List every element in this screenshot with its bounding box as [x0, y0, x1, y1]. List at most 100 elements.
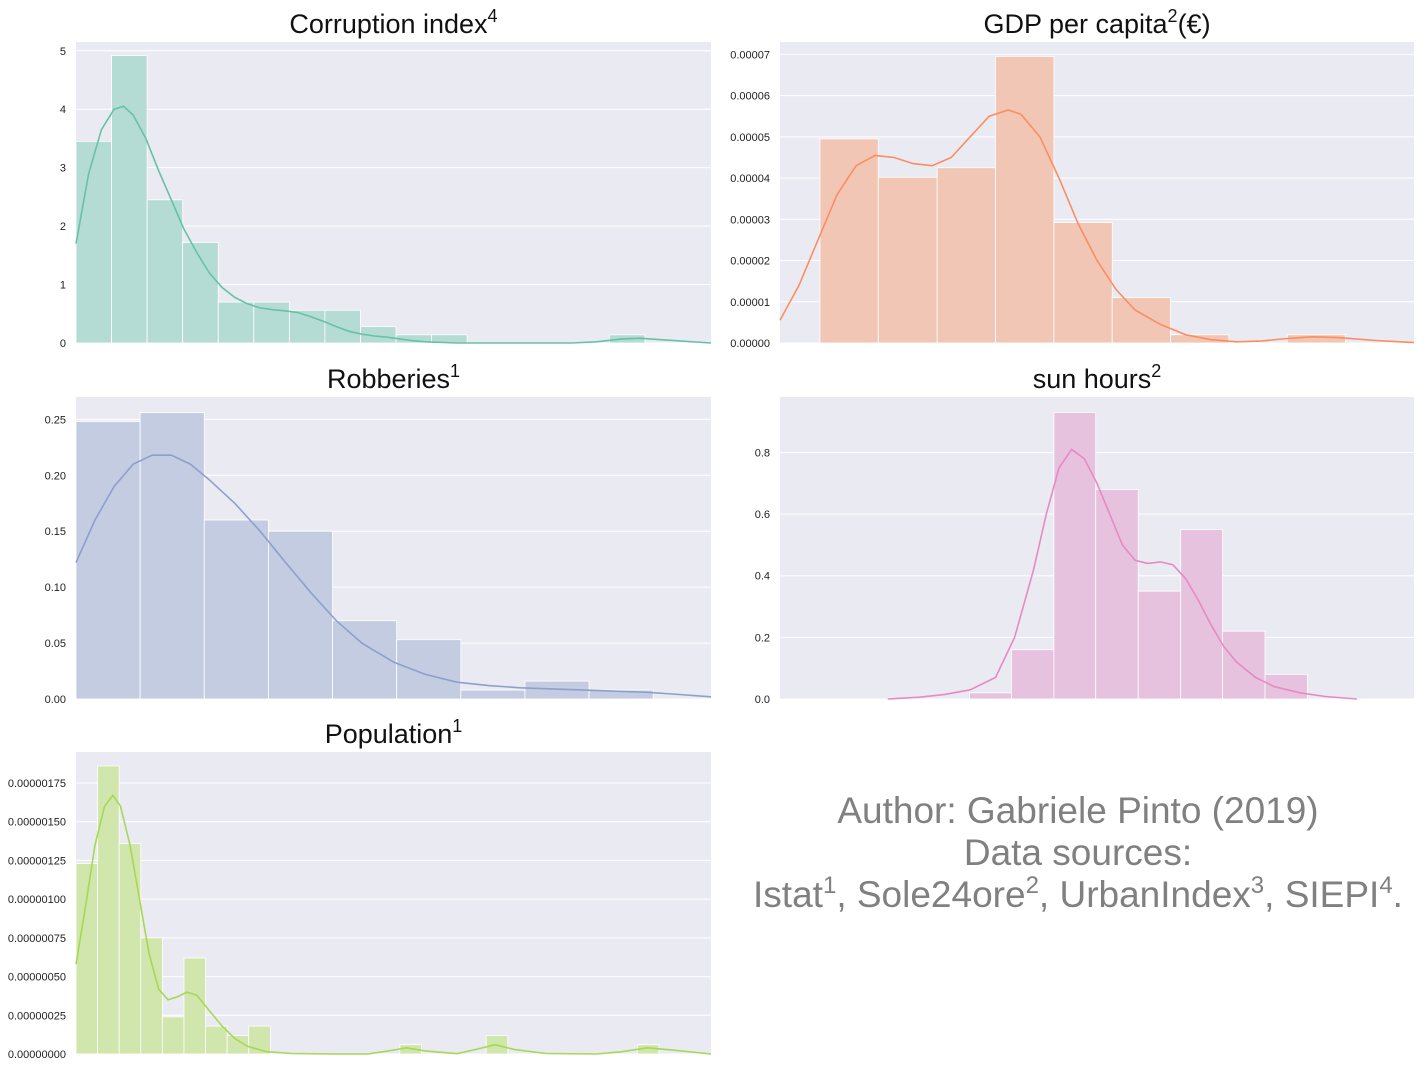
chart-title: GDP per capita2(€) — [983, 6, 1210, 39]
credits-source-ref-3: 4 — [1379, 872, 1393, 899]
y-tick-label: 0.05 — [45, 638, 66, 650]
credits-separator: , — [1038, 874, 1060, 915]
histogram-bar — [1011, 649, 1055, 700]
y-tick-label: 0.00000175 — [8, 778, 66, 790]
histogram-bar — [217, 301, 255, 344]
y-tick-label: 5 — [60, 46, 66, 58]
histogram-bar — [1111, 297, 1171, 344]
histogram-bar — [1222, 630, 1266, 700]
y-tick-label: 0.8 — [755, 447, 770, 459]
histogram-bar — [332, 620, 398, 700]
credits-source-ref-0: 1 — [822, 872, 837, 899]
histogram-bar — [183, 957, 206, 1055]
histogram-bar — [118, 842, 142, 1055]
histogram-bar — [324, 309, 361, 344]
histogram-bar — [877, 176, 938, 344]
chart-title-superscript: 1 — [450, 361, 460, 381]
kde-curve — [75, 105, 712, 344]
y-tick-label: 0.00006 — [730, 91, 770, 103]
histogram-bar — [75, 140, 112, 344]
y-tick-label: 0.00 — [45, 694, 66, 706]
y-tick-label: 0.00002 — [730, 256, 770, 268]
chart-title: sun hours2 — [1033, 361, 1162, 394]
plot-background — [76, 752, 711, 1054]
y-tick-label: 3 — [60, 163, 66, 175]
histogram-bar — [969, 692, 1012, 700]
chart-title: Corruption index4 — [289, 6, 497, 39]
credits-sources-list: Istat1, Sole24ore2, UrbanIndex3, SIEPI4. — [728, 874, 1428, 916]
credits-source-ref-2: 3 — [1250, 872, 1265, 899]
y-tick-label: 0.00000125 — [8, 855, 66, 867]
chart-title-superscript: 4 — [488, 6, 498, 26]
chart-title-text: Robberies — [327, 364, 450, 394]
credits-separator: . — [1392, 874, 1403, 915]
histogram-bar — [1264, 673, 1308, 700]
chart-title-superscript: 1 — [452, 716, 462, 736]
y-tick-label: 0.00005 — [730, 132, 770, 144]
kde-curve — [75, 454, 712, 698]
y-tick-label: 2 — [60, 221, 66, 233]
histogram-bar — [1053, 412, 1097, 700]
credits-source-0: Istat — [753, 874, 823, 915]
y-tick-label: 0.15 — [45, 526, 66, 538]
chart-panel-3: 0.0 0.2 0.4 0.6 0.8 sun hours2 — [755, 361, 1414, 706]
histogram-bar — [1095, 489, 1139, 700]
histogram-bar — [995, 56, 1055, 344]
y-tick-label: 0.00003 — [730, 214, 770, 226]
histogram-bar — [1170, 334, 1230, 344]
histogram-bar — [248, 1025, 271, 1055]
histogram-bar — [97, 765, 120, 1055]
kde-curve — [887, 448, 1357, 700]
chart-title-text: Population — [325, 719, 453, 749]
histogram-bar — [396, 639, 462, 700]
y-tick-label: 0.00000150 — [8, 817, 66, 829]
y-tick-label: 0.00000025 — [8, 1010, 66, 1022]
chart-panel-0: 0 1 2 3 4 5 Corruption index4 — [60, 6, 712, 350]
y-tick-label: 0.6 — [755, 509, 770, 521]
chart-panel-4: 0.00000000 0.00000025 0.00000050 0.00000075… — [8, 716, 712, 1061]
kde-curve — [779, 109, 1415, 344]
y-tick-label: 0.2 — [755, 632, 770, 644]
credits-source-1: Sole24ore — [856, 874, 1026, 915]
chart-panel-2: 0.00 0.05 0.10 0.15 0.20 0.25 Robberies1 — [45, 361, 712, 706]
chart-title-text: sun hours — [1033, 364, 1152, 394]
histogram-bar — [146, 199, 184, 344]
chart-title: Population1 — [325, 716, 463, 749]
y-tick-label: 0.00000100 — [8, 894, 66, 906]
y-tick-label: 0.4 — [755, 571, 770, 583]
y-tick-label: 0 — [60, 338, 66, 350]
y-tick-label: 0.00001 — [730, 297, 770, 309]
chart-title-superscript: 2 — [1168, 6, 1178, 26]
y-tick-label: 0.00000 — [730, 338, 770, 350]
credits-source-ref-1: 2 — [1025, 872, 1039, 899]
y-tick-label: 0.10 — [45, 582, 66, 594]
histogram-bar — [1137, 590, 1182, 700]
credits-separator: , — [836, 874, 857, 915]
chart-title-superscript: 2 — [1151, 361, 1161, 381]
y-tick-label: 0.25 — [45, 414, 66, 426]
histogram-bar — [161, 1016, 185, 1055]
histogram-bar — [268, 530, 333, 700]
y-tick-label: 0.00007 — [730, 49, 770, 61]
y-tick-label: 1 — [60, 280, 66, 292]
histogram-bar — [140, 937, 163, 1055]
y-tick-label: 0.0 — [755, 694, 770, 706]
histogram-bar — [75, 863, 98, 1055]
histogram-bar — [205, 1025, 228, 1055]
credits-separator: , — [1264, 874, 1285, 915]
chart-title-text: Corruption index — [289, 9, 488, 39]
chart-title: Robberies1 — [327, 361, 460, 394]
histogram-bar — [203, 519, 269, 700]
histogram-bar — [819, 138, 879, 344]
y-tick-label: 0.00000075 — [8, 933, 66, 945]
credits-sources-label: Data sources: — [963, 832, 1193, 873]
credits-source-3: SIEPI — [1284, 874, 1380, 915]
histogram-bar — [139, 412, 205, 700]
histogram-bar — [460, 689, 526, 700]
kde-curve — [75, 794, 712, 1055]
y-tick-label: 0.00000000 — [8, 1049, 66, 1061]
chart-title-suffix: (€) — [1178, 9, 1211, 39]
y-tick-label: 0.00000050 — [8, 972, 66, 984]
histogram-bar — [111, 55, 148, 344]
